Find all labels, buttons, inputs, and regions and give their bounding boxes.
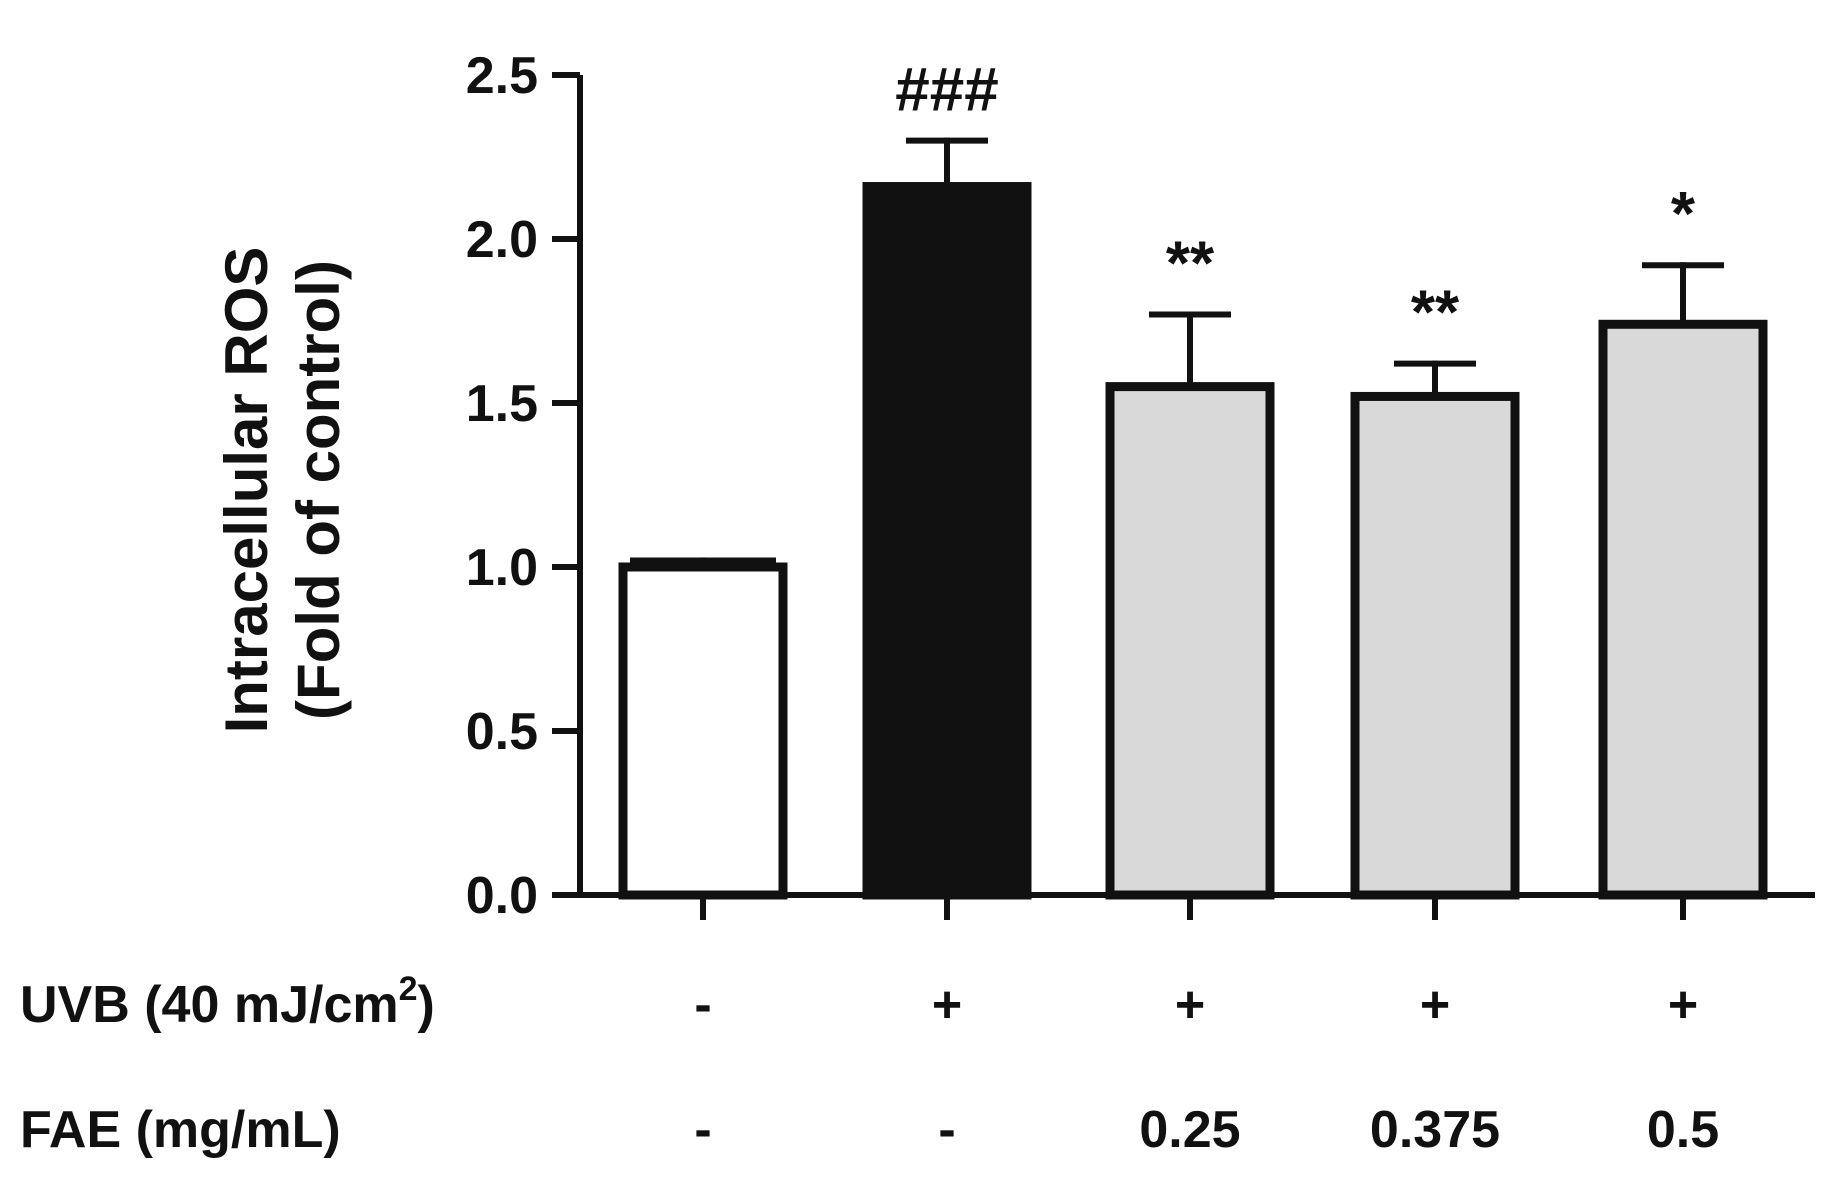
bars: [618, 182, 1768, 900]
bar-4: [1350, 391, 1520, 900]
significance-mark-2: ###: [895, 56, 998, 125]
condition-row-label: UVB (40 mJ/cm2): [20, 970, 435, 1034]
condition-label-text: UVB (40 mJ/cm: [20, 976, 399, 1034]
bar-2: [862, 182, 1032, 900]
condition-value: 0.375: [1370, 1101, 1500, 1159]
condition-label-suffix: ): [418, 976, 435, 1034]
y-axis-title-line-2: (Fold of control): [285, 260, 352, 720]
y-tick-label: 1.5: [466, 375, 538, 433]
significance-mark-4: **: [1411, 279, 1460, 348]
significance-mark-5: *: [1671, 180, 1696, 249]
condition-value: 0.25: [1139, 1101, 1240, 1159]
y-axis-ticks: 0.0 0.5 1.0 1.5 2.0 2.5: [466, 47, 580, 925]
significance-marks: ###*****: [895, 56, 1696, 348]
y-tick-label: 0.5: [466, 703, 538, 761]
y-axis-title-line-1: Intracellular ROS: [213, 247, 280, 734]
y-tick-label: 2.0: [466, 211, 538, 269]
error-bar-4: [1394, 360, 1476, 400]
bar-3: [1105, 382, 1275, 900]
bar-1: [618, 562, 788, 900]
condition-value: +: [1420, 976, 1450, 1034]
y-axis-title: Intracellular ROS (Fold of control): [213, 247, 352, 734]
condition-label-superscript: 2: [399, 970, 418, 1008]
y-tick-label: 0.0: [466, 867, 538, 925]
error-bar-5: [1642, 262, 1724, 328]
condition-label-text: FAE (mg/mL): [20, 1101, 341, 1159]
condition-row-2: FAE (mg/mL) - - 0.25 0.375 0.5: [20, 1101, 1719, 1159]
significance-mark-3: **: [1166, 229, 1215, 298]
condition-value: +: [1175, 976, 1205, 1034]
bar-5: [1598, 319, 1768, 900]
condition-value: -: [938, 1101, 955, 1159]
condition-table: UVB (40 mJ/cm2) - + + + + FAE (mg/mL) - - 0.25 0.3…: [20, 970, 1719, 1159]
condition-value: 0.5: [1647, 1101, 1719, 1159]
error-bar-3: [1149, 311, 1231, 390]
condition-value: -: [694, 1101, 711, 1159]
x-axis-ticks: [700, 895, 1686, 920]
condition-value: -: [694, 976, 711, 1034]
condition-value: +: [932, 976, 962, 1034]
y-tick-label: 2.5: [466, 47, 538, 105]
error-bars: [630, 137, 1724, 570]
y-tick-label: 1.0: [466, 539, 538, 597]
condition-row-label: FAE (mg/mL): [20, 1101, 341, 1159]
error-bar-2: [906, 137, 988, 190]
condition-value: +: [1668, 976, 1698, 1034]
condition-row-1: UVB (40 mJ/cm2) - + + + +: [20, 970, 1698, 1034]
error-bar-1: [630, 557, 776, 570]
